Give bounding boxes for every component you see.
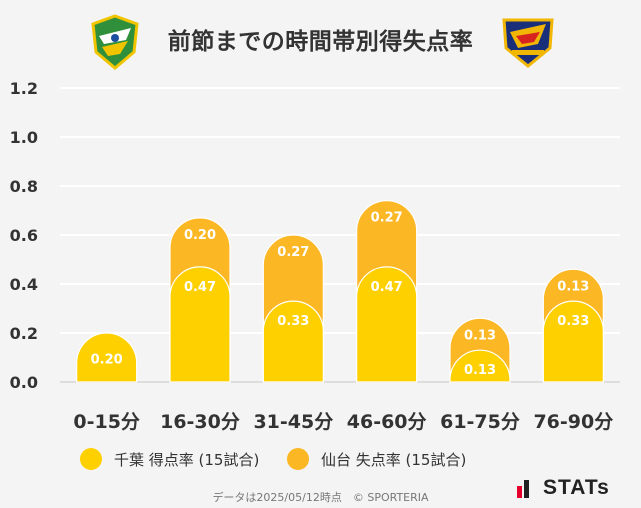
- bar-chiba: [542, 300, 604, 383]
- x-tick-label: 61-75分: [440, 411, 520, 433]
- data-label-chiba: 0.33: [277, 314, 309, 329]
- y-tick-label: 0.6: [10, 226, 38, 245]
- data-label-sendai: 0.13: [557, 279, 589, 294]
- bar-chiba: [356, 266, 418, 383]
- stats-bars-icon: [517, 480, 529, 498]
- data-label-chiba: 0.13: [464, 363, 496, 378]
- data-label-sendai: 0.27: [371, 211, 403, 226]
- data-label-chiba: 0.33: [557, 314, 589, 329]
- stats-brand-logo: STATs: [517, 476, 610, 500]
- y-tick-label: 1.0: [10, 128, 38, 147]
- x-tick-label: 31-45分: [253, 411, 333, 433]
- bar-chiba: [76, 332, 138, 383]
- x-tick-label: 16-30分: [160, 411, 240, 433]
- y-tick-label: 1.2: [10, 79, 38, 98]
- data-label-sendai: 0.27: [277, 245, 309, 260]
- jef-united-chiba-emblem-icon: [91, 14, 139, 70]
- y-tick-label: 0.2: [10, 324, 38, 343]
- y-tick-label: 0.8: [10, 177, 38, 196]
- legend-swatch-chiba: [80, 448, 102, 470]
- data-label-chiba: 0.47: [371, 280, 403, 295]
- y-tick-label: 0.0: [10, 373, 38, 392]
- bar-chiba: [169, 266, 231, 383]
- bar-chiba: [449, 349, 511, 383]
- data-label-chiba: 0.47: [184, 280, 216, 295]
- legend-item-chiba: 千葉 得点率 (15試合): [80, 448, 259, 470]
- legend-item-sendai: 仙台 失点率 (15試合): [287, 448, 466, 470]
- chart-plot: 0.0 0.2 0.4 0.6 0.8 1.0 1.2 0.20 0-15分 0.47 0.20 16…: [10, 79, 620, 433]
- y-tick-label: 0.4: [10, 275, 38, 294]
- legend-label-chiba: 千葉 得点率 (15試合): [114, 450, 260, 469]
- vegalta-sendai-emblem-icon: [502, 18, 554, 68]
- legend-swatch-sendai: [287, 448, 309, 470]
- legend-label-sendai: 仙台 失点率 (15試合): [321, 450, 467, 469]
- data-label-sendai: 0.20: [184, 228, 216, 243]
- bar-chiba: [262, 300, 324, 383]
- x-tick-label: 46-60分: [347, 411, 427, 433]
- x-tick-label: 76-90分: [533, 411, 613, 433]
- data-label-sendai: 0.13: [464, 328, 496, 343]
- data-label-chiba: 0.20: [91, 353, 123, 368]
- chart-title: 前節までの時間帯別得失点率: [167, 29, 474, 55]
- x-tick-label: 0-15分: [73, 411, 140, 433]
- stats-brand-text: STATs: [543, 476, 610, 499]
- data-source-note: データは2025/05/12時点 © SPORTERIA: [212, 491, 429, 504]
